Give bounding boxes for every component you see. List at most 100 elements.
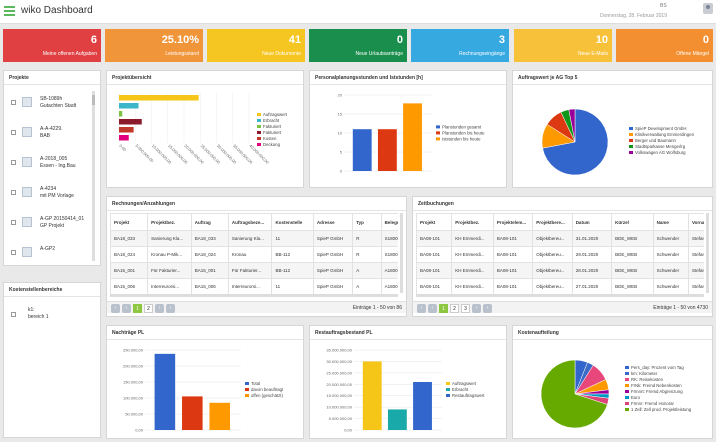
tick-label: 15.000.000,00 <box>326 393 352 398</box>
page-button[interactable]: 1 <box>133 304 142 313</box>
list-item[interactable]: A-GP2 <box>40 246 56 252</box>
tile-invoices[interactable]: 3 Rechnungseingänge <box>411 29 509 62</box>
column-header[interactable]: Projektbez. <box>451 213 494 231</box>
avatar[interactable] <box>703 3 713 14</box>
project-thumbnail <box>22 157 32 167</box>
table-row[interactable]: BA15_006 Interreurorsi... BA15_006 Interreu… <box>110 278 398 295</box>
column-header[interactable]: Kostenstelle <box>271 213 314 231</box>
list-item[interactable]: A-4234 mit PM Vorlage <box>40 186 74 199</box>
legend-swatch <box>257 119 261 122</box>
table-cell: BA18_033 <box>190 230 229 247</box>
column-header[interactable]: Belegnu <box>380 213 398 231</box>
table-cell: A <box>352 262 382 279</box>
legend-swatch <box>245 394 249 397</box>
scrollbar[interactable] <box>110 294 398 297</box>
tick-label: 0 <box>340 169 343 174</box>
checkbox[interactable] <box>11 100 16 105</box>
table-cell: S18000 <box>380 230 398 247</box>
table-row[interactable]: BA08-101 KH Emmerdi... BA08-101 Objektbereu… <box>416 278 704 295</box>
tick-label: 25.000.000,00 <box>326 370 352 375</box>
checkbox[interactable] <box>11 190 16 195</box>
tile-emails[interactable]: 10 Neue E-Mails <box>514 29 612 62</box>
column-header[interactable]: Projektbez. <box>147 213 192 231</box>
project-overview-chart: 0,00 5.000.000,0010.000.000,0015.000.000,… <box>118 93 288 165</box>
panel-title: Projektübersicht <box>112 75 152 81</box>
tile-defects[interactable]: 0 Offene Mängel <box>616 29 713 62</box>
first-page-button[interactable]: ‹ <box>417 304 426 313</box>
scroll-thumb[interactable] <box>92 95 95 105</box>
column-header[interactable]: Projekt <box>110 213 149 231</box>
checkbox[interactable] <box>11 220 16 225</box>
table-row[interactable]: BA08-101 KH Emmerdi... BA08-101 Objektbereu… <box>416 246 704 263</box>
page-button[interactable]: 2 <box>144 304 153 313</box>
column-header[interactable]: Auftragsbeze... <box>227 213 273 231</box>
panel-title: Personalplanungsstunden und Iststunden [… <box>315 75 423 81</box>
checkbox[interactable] <box>11 130 16 135</box>
time-bookings-panel: Zeitbuchungen Projekt Projektbez. Projekte… <box>412 196 713 317</box>
table-cell: Sanierung Kla... <box>147 230 192 247</box>
table-row[interactable]: BA15_001 Für Fakturier... BA15_001 Für Fakt… <box>110 262 398 279</box>
tile-vacation[interactable]: 0 Neue Urlaubsanträge <box>309 29 407 62</box>
legend-swatch <box>629 133 633 136</box>
table-row[interactable]: BA08-101 KH Emmerdi... BA08-101 Objektbereu… <box>416 230 704 247</box>
prev-page-button[interactable]: ‹ <box>428 304 437 313</box>
table-cell: BA08-101 <box>492 246 534 263</box>
scrollbar[interactable] <box>706 213 709 293</box>
scrollbar[interactable] <box>92 91 95 261</box>
page-button[interactable]: 3 <box>461 304 470 313</box>
next-page-button[interactable]: › <box>472 304 481 313</box>
list-item[interactable]: k1: bereich 1 <box>28 307 49 320</box>
bar <box>362 361 382 430</box>
prev-page-button[interactable]: ‹ <box>122 304 131 313</box>
table-row[interactable]: BA18_024 Kronau P-Mik... BA18_024 Kronau BB-… <box>110 246 398 263</box>
tile-documents[interactable]: 41 Neue Dokumente <box>207 29 305 62</box>
list-item[interactable]: SB-1089h Gutachten Stadt <box>40 96 77 109</box>
legend-swatch <box>245 382 249 385</box>
tile-performance[interactable]: 25.10% Leistungsstand <box>105 29 203 62</box>
pie-slice <box>540 359 608 429</box>
column-header[interactable]: Projektbere... <box>532 213 573 231</box>
backlog-panel: Restauftragsbestand PL 0,00 5.000.000,00 1… <box>309 325 507 439</box>
tile-value: 3 <box>498 34 505 46</box>
column-header[interactable]: Name <box>652 213 689 231</box>
table-cell: BA18_024 <box>190 246 229 263</box>
column-header[interactable]: Projekt <box>416 213 453 231</box>
table-cell: A18001 <box>380 262 398 279</box>
checkbox[interactable] <box>11 250 16 255</box>
column-header[interactable]: Auftrag <box>190 213 229 231</box>
page-button[interactable]: 2 <box>450 304 459 313</box>
page-button[interactable]: 1 <box>439 304 448 313</box>
list-item[interactable]: A-A-4229. BAB <box>40 126 63 139</box>
legend-label: Volkswagen AG Wolfsburg <box>635 150 686 155</box>
scrollbar[interactable] <box>416 294 704 297</box>
column-header[interactable]: Vornam <box>687 213 704 231</box>
checkbox[interactable] <box>11 312 16 317</box>
tile-label: Leistungsstand <box>165 51 199 57</box>
tile-tasks[interactable]: 6 Meine offenen Aufgaben <box>3 29 101 62</box>
last-page-button[interactable]: › <box>483 304 492 313</box>
cost-split-panel: Kostenaufteilung Pers_day: Prozent vom T… <box>512 325 713 439</box>
legend-label: FrNk: Fremd Nebenkosten <box>631 383 682 388</box>
tick-label: 0,00 <box>344 428 353 433</box>
column-header[interactable]: Typ <box>352 213 382 231</box>
next-page-button[interactable]: › <box>155 304 164 313</box>
column-header[interactable]: Datum <box>571 213 613 231</box>
list-item[interactable]: A-GP 20150414_01 GP Projekt <box>40 216 85 229</box>
column-header[interactable]: Kürzel <box>611 213 654 231</box>
bar <box>119 111 123 117</box>
table-row[interactable]: BA18_033 Sanierung Kla... BA18_033 Sanierun… <box>110 230 398 247</box>
user-initials[interactable]: BS <box>660 3 667 9</box>
column-header[interactable]: Adresse <box>312 213 354 231</box>
checkbox[interactable] <box>11 160 16 165</box>
scrollbar[interactable] <box>400 213 403 293</box>
table-row[interactable]: BA08-101 KH Emmerdi... BA08-101 Objektbereu… <box>416 262 704 279</box>
legend-label: Restauftragswert <box>452 393 485 398</box>
menu-icon[interactable] <box>4 6 15 16</box>
column-header[interactable]: Projektelem... <box>492 213 534 231</box>
last-page-button[interactable]: › <box>166 304 175 313</box>
list-item[interactable]: A-2018_005 Essen - Ing.Bau <box>40 156 76 169</box>
table-cell: SpieP GmbH <box>312 230 354 247</box>
first-page-button[interactable]: ‹ <box>111 304 120 313</box>
legend-label: Iststunden bis heute <box>442 136 481 141</box>
